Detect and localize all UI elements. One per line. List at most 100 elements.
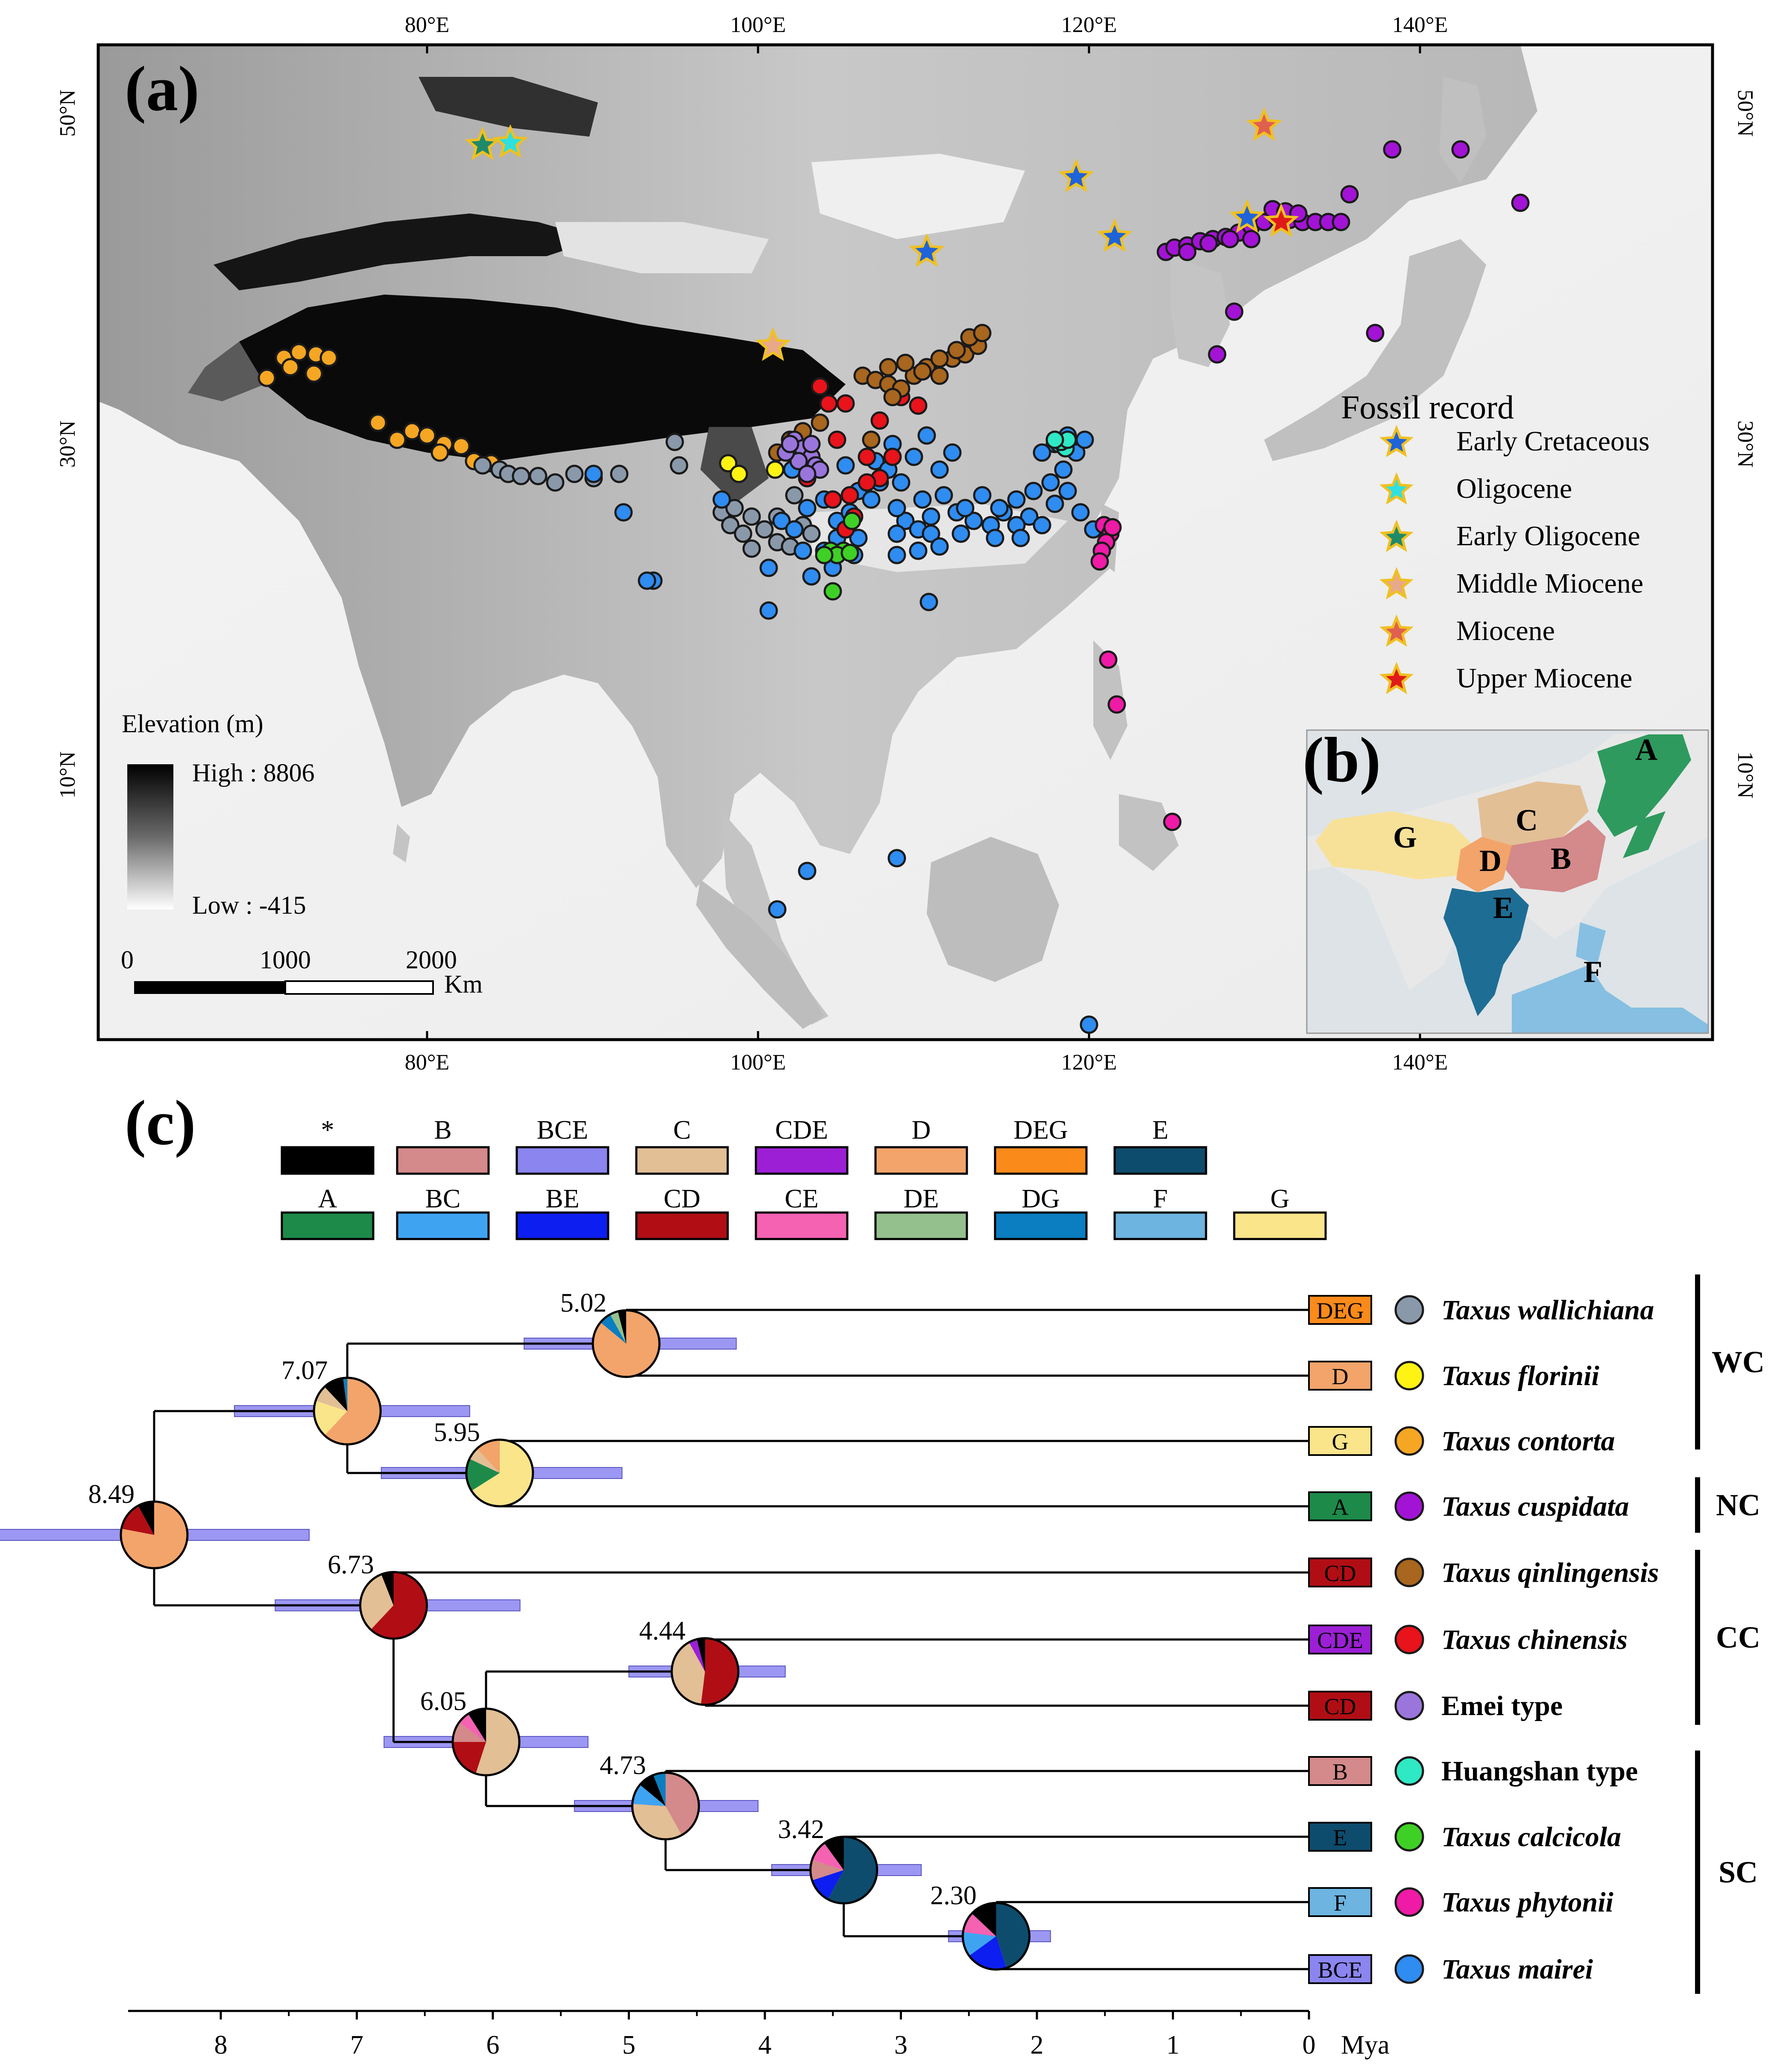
occurrence-dot-taxus-wallichiana [473,456,492,475]
axis-unit: Mya [1341,2031,1390,2060]
occurrence-dot-taxus-cuspidata [1221,230,1239,248]
tip-area-box [1308,1822,1372,1852]
tip-area-box [1308,1361,1372,1391]
node-age-labels: 8.49 7.07 5.02 5.95 6.73 6.05 4.44 4.73 3.42 2.30 [88,1289,977,1910]
node-pie [313,1376,382,1446]
occurrence-dot-taxus-mairei [768,900,787,919]
pie-slice [632,1785,666,1806]
tip-area-box [1308,1887,1372,1917]
lat-label-right: 10°N [1733,751,1757,798]
occurrence-dot-taxus-mairei [951,524,970,543]
inset-region-C [1478,781,1589,845]
node-pie [451,1707,521,1777]
clade-bars: WC NC CC SC [1695,1274,1765,1994]
tip-species-label: Taxus chinensis [1441,1624,1628,1655]
lat-label-right: 30°N [1733,421,1757,468]
area-legend-label: C [673,1116,691,1145]
tip-color-dot [1394,1691,1424,1721]
tip-area-code: B [1332,1759,1348,1785]
pie-slice [314,1400,348,1435]
pie-outline [120,1500,189,1569]
area-legend-swatch-F [1113,1211,1207,1240]
pie-slice [810,1859,844,1881]
lon-label-bottom: 100°E [730,1050,786,1075]
occurrence-dot-taxus-mairei [990,499,1009,517]
axis-tick-label: 3 [894,2031,908,2060]
latitude-ticks-left: 50°N 30°N 10°N [56,90,80,798]
occurrence-dot-taxus-cuspidata [1199,234,1218,253]
occurrence-dot-taxus-mairei [1033,516,1051,535]
area-legend: * B BCE C CDE D DEG E A BC BE CD CE DE DG F G [281,1116,1327,1240]
lon-label-top: 140°E [1392,13,1448,37]
occurrence-dot-taxus-qinlingensis [811,413,829,432]
pie-slice [381,1572,394,1605]
lon-label-top: 80°E [405,13,450,37]
occurrence-dot-taxus-contorta [304,364,323,383]
area-legend-label: BC [425,1184,461,1213]
scale-label-0: 0 [121,946,134,974]
node-pie [631,1771,700,1841]
pie-slice [824,1837,844,1870]
occurrence-dot-taxus-mairei [614,503,633,522]
inset-region-E [1443,888,1529,1016]
occurrence-dot-taxus-mairei [930,537,949,556]
area-legend-label: CDE [775,1116,828,1145]
node-age-label: 7.07 [281,1356,328,1385]
node-pie-charts [120,1309,1031,1971]
tip-color-dot [1394,1822,1424,1852]
occurrence-dot-taxus-mairei [1054,460,1073,479]
node-pie [359,1571,428,1640]
axis-tick-label: 4 [758,2031,772,2060]
pie-slice [996,1902,1030,1968]
occurrence-dot-taxus-cuspidata [1178,243,1197,261]
occurrence-dot-taxus-phytonii [1103,518,1122,537]
node-pie [961,1902,1031,1971]
tip-color-dot [1394,1295,1424,1325]
occurrence-dot-taxus-calcicola [840,544,859,562]
occurrence-dot-taxus-qinlingensis [883,388,902,406]
lon-label-top: 100°E [730,13,786,37]
longitude-ticks-top: 80°E 100°E 120°E 140°E [405,13,1448,53]
fossil-legend-label: Early Cretaceous [1456,426,1650,457]
pie-outline [313,1376,382,1446]
axis-tick-label: 5 [622,2031,635,2060]
occurrence-dot-taxus-mairei [802,567,821,586]
panel-label-a: (a) [125,53,199,124]
occurrence-dot-taxus-cuspidata [1340,185,1359,204]
tip-labels: Taxus wallichiana Taxus florinii Taxus con… [1394,1295,1659,1985]
pie-slice [689,1639,705,1672]
area-legend-label: G [1271,1184,1290,1213]
lat-label-left: 30°N [56,421,80,468]
inset-region-B [1503,820,1606,892]
clade-label: SC [1719,1855,1758,1889]
pie-outline [451,1707,521,1777]
panel-label-b: (b) [1303,725,1381,795]
lat-label-left: 10°N [56,751,80,798]
node-age-label: 5.02 [560,1289,607,1318]
tip-color-dot [1394,1426,1424,1456]
occurrence-dot-taxus-cuspidata [1511,193,1530,212]
inset-letter-A: A [1635,733,1657,767]
inset-letter-D: D [1479,844,1502,878]
area-legend-label: DE [904,1184,939,1213]
occurrence-dot-taxus-mairei [896,511,915,530]
scale-label-2000: 2000 [406,946,457,974]
inset-region-A [1597,734,1691,837]
area-legend-label: B [434,1116,451,1145]
occurrence-dot-taxus-mairei [785,520,804,539]
tip-area-code: CD [1324,1561,1356,1586]
pie-slice [701,1638,738,1705]
area-legend-swatch-C [635,1146,729,1175]
occurrence-dot-taxus-mairei [956,499,975,517]
pie-outline [961,1902,1031,1971]
tip-color-dot [1394,1491,1424,1521]
occurrence-dot-taxus-contorta [290,343,308,362]
occurrence-dot-taxus-mairei [759,558,778,577]
occurrence-dot-taxus-mairei [862,490,881,509]
fossil-legend-label: Upper Miocene [1456,663,1632,694]
occurrence-dot-taxus-mairei [892,473,910,492]
occurrence-dot-taxus-mairei [1020,507,1039,526]
scale-bar: 0 1000 2000 Km [121,946,483,998]
occurrence-dot-taxus-mairei [917,426,936,445]
